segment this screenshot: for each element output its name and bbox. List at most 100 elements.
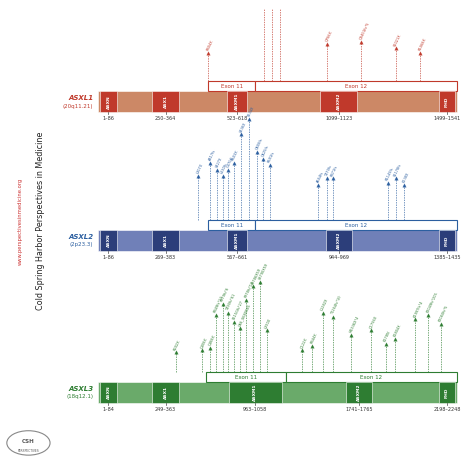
Text: Q408X: Q408X <box>200 336 209 349</box>
Text: Q1796X: Q1796X <box>369 314 379 329</box>
Bar <box>98 91 457 112</box>
Bar <box>100 382 117 403</box>
Bar <box>438 230 455 251</box>
Text: Q608fs: Q608fs <box>255 138 264 151</box>
Text: 1385–1435: 1385–1435 <box>433 255 461 260</box>
Text: 250–364: 250–364 <box>155 116 176 121</box>
Text: Exon 11: Exon 11 <box>235 375 257 380</box>
Text: Exon 11: Exon 11 <box>221 84 243 89</box>
Text: T470fs: T470fs <box>324 164 333 177</box>
Text: ASX1: ASX1 <box>164 95 168 108</box>
Text: P978fs*13: P978fs*13 <box>244 280 255 298</box>
Text: R591fs: R591fs <box>267 151 276 164</box>
Bar <box>206 372 286 382</box>
Text: 2198–2248: 2198–2248 <box>433 407 461 412</box>
Bar <box>227 91 247 112</box>
Bar <box>255 220 457 230</box>
Bar <box>255 81 457 91</box>
Text: www.perspectivesinmedicine.org: www.perspectivesinmedicine.org <box>18 178 22 265</box>
Text: S1178fs: S1178fs <box>393 162 403 177</box>
Text: 1–86: 1–86 <box>102 116 114 121</box>
Bar <box>227 230 247 251</box>
Text: ASXL1: ASXL1 <box>68 95 93 101</box>
Text: G66_S680046: G66_S680046 <box>237 303 251 327</box>
Bar <box>98 230 457 251</box>
Text: ASXL3: ASXL3 <box>68 386 93 392</box>
Bar <box>286 372 457 382</box>
Text: M1336X*4: M1336X*4 <box>349 315 360 334</box>
Text: 944–969: 944–969 <box>328 255 349 260</box>
Text: A417fs: A417fs <box>208 149 217 162</box>
Text: E1804X: E1804X <box>392 324 402 338</box>
Text: R503X: R503X <box>231 150 240 162</box>
Text: 1499–1541: 1499–1541 <box>433 116 460 121</box>
Bar <box>100 230 117 251</box>
Bar <box>152 382 179 403</box>
Text: Exon 12: Exon 12 <box>345 84 367 89</box>
Text: ASXL2: ASXL2 <box>68 234 93 240</box>
Text: PHD: PHD <box>445 235 449 246</box>
Text: (18q12.1): (18q12.1) <box>66 394 93 399</box>
Text: 523–618: 523–618 <box>226 116 247 121</box>
Text: 1–84: 1–84 <box>102 407 114 412</box>
Text: E178N: E178N <box>383 330 392 342</box>
Text: ASXM1: ASXM1 <box>235 232 239 249</box>
Bar <box>346 382 373 403</box>
Text: T490fs*61: T490fs*61 <box>226 293 237 312</box>
Text: P9786X59: P9786X59 <box>251 267 262 285</box>
Text: P2049fs*205: P2049fs*205 <box>426 291 439 313</box>
Text: 249–363: 249–363 <box>155 407 176 412</box>
Text: ASXN: ASXN <box>107 95 110 108</box>
Text: ASXM2: ASXM2 <box>337 93 341 111</box>
Text: S436X: S436X <box>238 121 247 133</box>
Text: Q625fs: Q625fs <box>261 144 270 157</box>
Text: L390X: L390X <box>264 317 273 329</box>
Text: 1–86: 1–86 <box>102 255 114 260</box>
Text: ASXN: ASXN <box>107 234 110 247</box>
Text: PHD: PHD <box>445 387 449 398</box>
Bar <box>209 81 255 91</box>
Bar <box>98 382 457 403</box>
Text: Q840Gfs*5: Q840Gfs*5 <box>359 21 371 40</box>
Text: (2p23.3): (2p23.3) <box>70 242 93 247</box>
Text: 1741–1765: 1741–1765 <box>346 407 373 412</box>
Bar <box>152 230 179 251</box>
Text: E138X: E138X <box>401 172 410 184</box>
Text: P979fs*6: P979fs*6 <box>220 286 231 302</box>
Text: 567–661: 567–661 <box>226 255 247 260</box>
Text: Exon 11: Exon 11 <box>221 223 243 228</box>
Text: ASXM1: ASXM1 <box>235 93 239 111</box>
Bar <box>229 382 282 403</box>
Text: P2060fs*5: P2060fs*5 <box>438 304 450 323</box>
Text: PERSPECTIVES: PERSPECTIVES <box>18 449 39 453</box>
Text: ASX1: ASX1 <box>164 386 168 399</box>
Text: ASXM2: ASXM2 <box>337 232 341 249</box>
Text: R404X: R404X <box>206 39 215 51</box>
Text: L307X: L307X <box>196 163 204 175</box>
Text: R449fs*13: R449fs*13 <box>213 295 225 313</box>
Text: Q122X: Q122X <box>300 336 309 349</box>
Text: ASX1: ASX1 <box>164 234 168 247</box>
Bar <box>438 382 455 403</box>
Text: Q766X: Q766X <box>324 30 333 43</box>
Text: ASXN: ASXN <box>107 386 110 399</box>
Bar <box>209 220 255 230</box>
Bar <box>438 91 455 112</box>
Text: A664fs: A664fs <box>316 171 325 184</box>
Text: 269–383: 269–383 <box>155 255 176 260</box>
Text: S8790X59: S8790X59 <box>258 263 269 280</box>
Text: PHD: PHD <box>445 96 449 107</box>
Text: ASXM1: ASXM1 <box>253 384 257 401</box>
Text: CSH: CSH <box>22 439 35 444</box>
Text: (20q11.21): (20q11.21) <box>63 104 93 109</box>
Text: R202X: R202X <box>173 339 182 351</box>
Text: 1099–1123: 1099–1123 <box>325 116 353 121</box>
Text: S427X: S427X <box>215 156 223 168</box>
Bar <box>152 91 179 112</box>
Text: S634X: S634X <box>247 106 255 118</box>
Text: L1282X: L1282X <box>320 297 329 312</box>
Text: G470X: G470X <box>226 156 234 168</box>
Text: Q468X: Q468X <box>207 334 216 347</box>
Text: R1068X: R1068X <box>418 37 428 51</box>
Text: L430fs: L430fs <box>220 162 229 175</box>
